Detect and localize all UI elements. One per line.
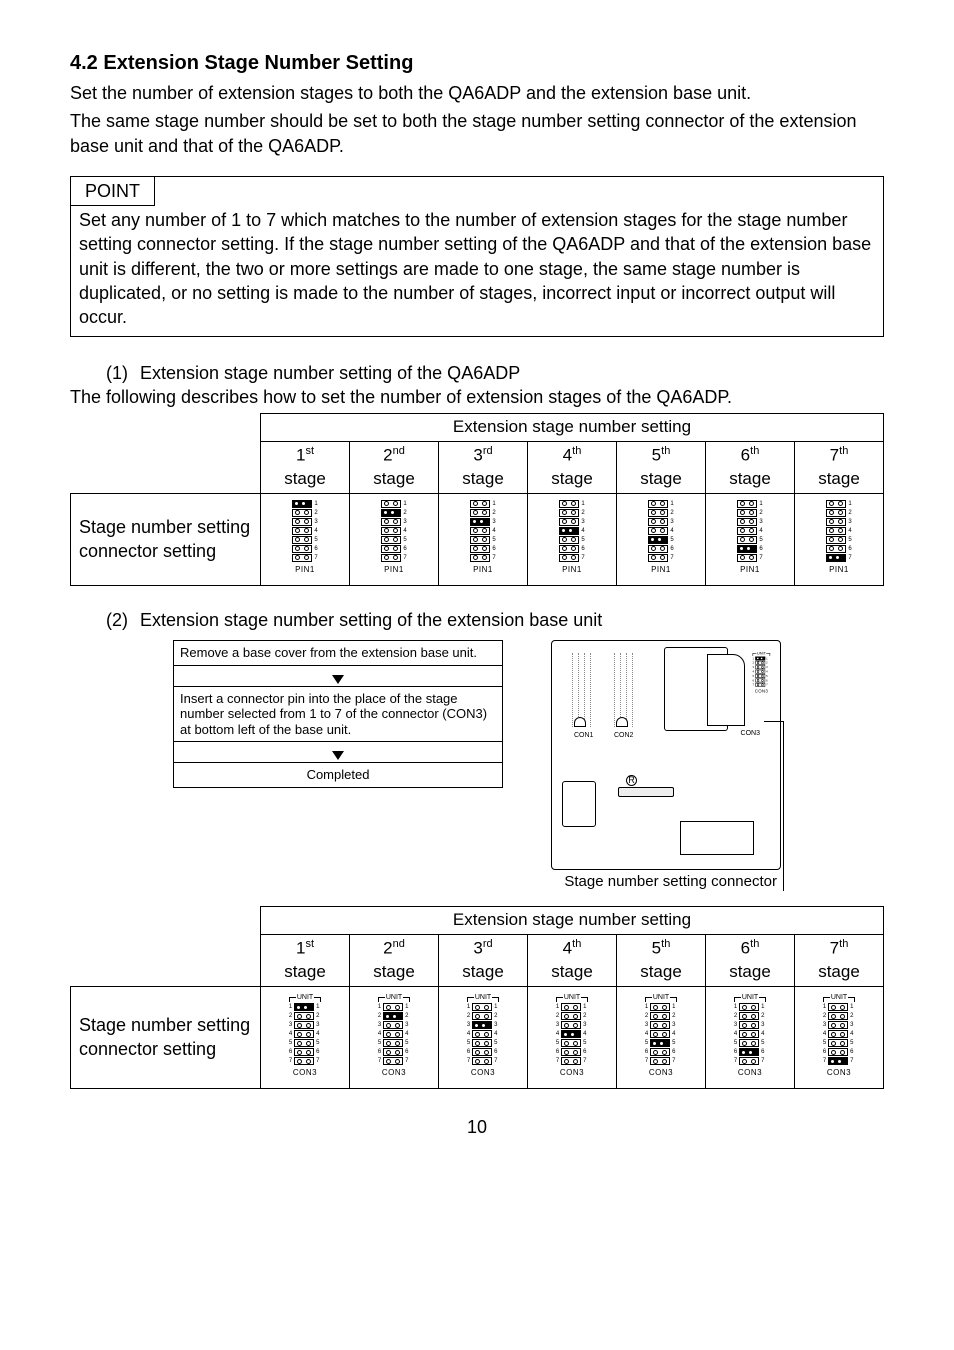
stage-ordinal: 6thstage [706,935,795,987]
section-title: Extension Stage Number Setting [103,52,413,74]
table2-header: Extension stage number setting [261,907,884,935]
dip-pin1-stage-5: 1234567 [617,493,706,585]
dip-pin1-stage-2: 1234567 [350,493,439,585]
con3-label-a: CON3 [741,729,760,738]
item-1-desc: The following describes how to set the n… [70,385,884,409]
stage-ordinal: 3rdstage [439,442,528,494]
item-1-heading: (1) Extension stage number setting of th… [106,361,884,385]
stage-ordinal: 1ststage [261,935,350,987]
flow-box-1: Remove a base cover from the extension b… [173,640,503,666]
section-number: 4.2 [70,52,98,74]
table1-header: Extension stage number setting [261,414,884,442]
page-number: 10 [70,1115,884,1139]
unit-box-a [664,647,728,731]
point-label: POINT [71,177,155,206]
stage-ordinal: 7thstage [795,442,884,494]
dip-con3-stage-1: UNIT12345671234567 [261,986,350,1088]
flow-arrow-1 [173,666,503,686]
intro-paragraph-2: The same stage number should be set to b… [70,109,884,158]
stage-ordinal: 6thstage [706,442,795,494]
stage-table-con3: Extension stage number setting 1ststage2… [70,906,884,1089]
table1-rowlabel: Stage number setting connector setting [71,493,261,585]
dip-con3-stage-3: UNIT12345671234567 [439,986,528,1088]
dip-con3-stage-7: UNIT12345671234567 [795,986,884,1088]
mini-con3: UNIT 1234567 1234567 [752,651,770,696]
dip-con3-stage-4: UNIT12345671234567 [528,986,617,1088]
section-heading: 4.2 Extension Stage Number Setting [70,50,884,77]
intro-paragraph-1: Set the number of extension stages to bo… [70,81,884,105]
con2-label: CON2 [614,731,633,740]
stage-ordinal: 5thstage [617,442,706,494]
stage-ordinal: 4thstage [528,935,617,987]
stage-ordinal: 5thstage [617,935,706,987]
dip-pin1-stage-3: 1234567 [439,493,528,585]
stage-table-pin1: Extension stage number setting 1ststage2… [70,413,884,585]
point-box: POINT Set any number of 1 to 7 which mat… [70,176,884,337]
dip-con3-stage-6: UNIT12345671234567 [706,986,795,1088]
item-2-title: Extension stage number setting of the ex… [140,608,884,632]
con1-label: CON1 [574,731,593,740]
flow-box-2: Insert a connector pin into the place of… [173,686,503,743]
stage-ordinal: 2ndstage [350,935,439,987]
dip-con3-stage-5: UNIT12345671234567 [617,986,706,1088]
unit-box-c [680,821,754,855]
dip-pin1-stage-1: 1234567 [261,493,350,585]
dip-con3-stage-2: UNIT12345671234567 [350,986,439,1088]
stage-ordinal: 3rdstage [439,935,528,987]
dip-pin1-stage-4: 1234567 [528,493,617,585]
unit-box-b [562,781,596,827]
table2-rowlabel: Stage number setting connector setting [71,986,261,1088]
base-unit-diagram: CON1 CON2 UNIT 1234567 1234567 CON [551,640,781,892]
item-1-number: (1) [106,361,140,385]
item-2-number: (2) [106,608,140,632]
item-2-heading: (2) Extension stage number setting of th… [106,608,884,632]
dip-pin1-stage-7: 1234567 [795,493,884,585]
flow-box-3: Completed [173,762,503,788]
flow-diagram: Remove a base cover from the extension b… [173,640,503,788]
dip-pin1-stage-6: 1234567 [706,493,795,585]
stage-ordinal: 4thstage [528,442,617,494]
dots-area [566,653,654,727]
item-1-title: Extension stage number setting of the QA… [140,361,884,385]
slot-under [618,787,674,797]
diagram-row: Remove a base cover from the extension b… [70,640,884,892]
stage-ordinal: 7thstage [795,935,884,987]
registered-mark-icon: R [626,775,637,786]
stage-ordinal: 2ndstage [350,442,439,494]
unit-caption: Stage number setting connector [551,872,781,892]
stage-ordinal: 1ststage [261,442,350,494]
point-body: Set any number of 1 to 7 which matches t… [71,206,883,335]
flow-arrow-2 [173,742,503,762]
